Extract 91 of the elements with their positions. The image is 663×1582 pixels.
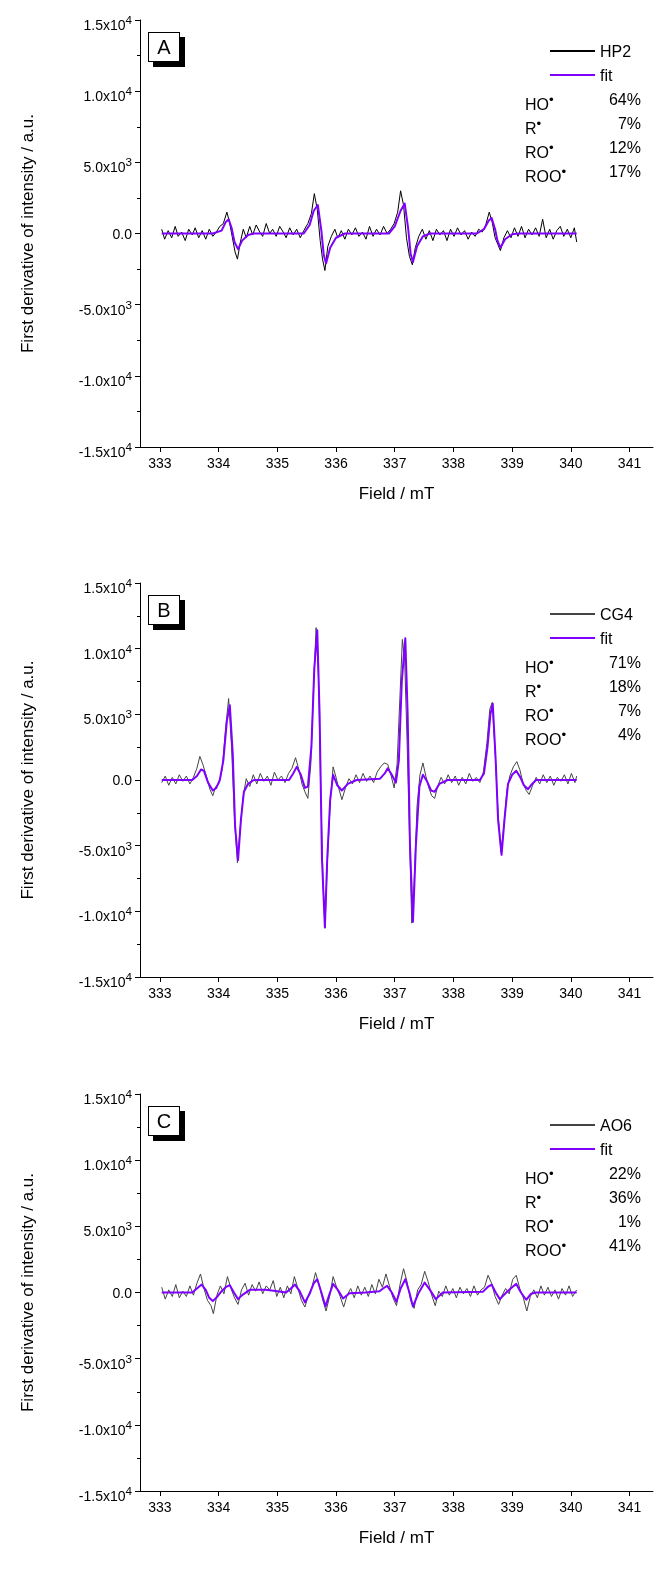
annotation: 17% — [608, 162, 641, 182]
x-tick-label: 335 — [265, 1499, 290, 1515]
y-tick-label: -1.0x10$^{4}$ — [78, 1416, 132, 1438]
y-tick-label: -1.5x10$^{4}$ — [78, 1483, 132, 1504]
x-axis-title: Field / mT — [358, 1528, 435, 1547]
y-axis-title: First derivative of intensity / a.u. — [18, 113, 37, 354]
annotation: ROO$^{•}$ — [525, 726, 567, 751]
y-tick-label: 0.0 — [112, 1283, 132, 1302]
x-tick-label: 339 — [500, 1499, 525, 1515]
line-series — [161, 190, 578, 272]
y-tick-label: 0.0 — [112, 771, 132, 789]
line-series — [160, 202, 578, 265]
annotation: 71% — [608, 653, 641, 673]
line-series — [161, 1268, 578, 1315]
y-tick-label: 5.0x10$^{3}$ — [83, 706, 132, 727]
y-tick-label: -1.0x10$^{4}$ — [78, 903, 132, 924]
y-tick-label: 1.0x10$^{4}$ — [83, 640, 132, 662]
y-axis-title: First derivative of intensity / a.u. — [18, 1172, 37, 1413]
x-tick-label: 341 — [617, 985, 642, 1001]
y-tick-label: -1.5x10$^{4}$ — [78, 439, 132, 460]
annotation: 7% — [617, 114, 641, 134]
y-tick-label: -5.0x10$^{3}$ — [78, 1350, 132, 1372]
annotation: 7% — [617, 701, 641, 721]
y-tick-label: 1.5x10$^{4}$ — [83, 575, 132, 596]
x-tick-label: 338 — [441, 985, 466, 1001]
annotation: ROO$^{•}$ — [525, 1237, 567, 1262]
annotation: A — [148, 32, 180, 62]
legend-label: HP2 — [600, 42, 632, 60]
annotation: HO$^{•}$ — [525, 1165, 554, 1190]
legend-label: CG4 — [600, 605, 633, 623]
x-tick-label: 336 — [324, 455, 348, 471]
annotation: R$^{•}$ — [525, 1189, 542, 1214]
legend-label: AO6 — [600, 1116, 633, 1134]
x-tick-label: 333 — [148, 985, 172, 1001]
annotation: 4% — [617, 725, 641, 745]
x-tick-label: 338 — [441, 455, 466, 471]
x-axis-title: Field / mT — [358, 484, 435, 503]
annotation: 1% — [617, 1212, 641, 1232]
annotation: HO$^{•}$ — [525, 91, 554, 116]
annotation: 41% — [608, 1236, 641, 1256]
legend-label: fit — [600, 1140, 613, 1158]
annotation: 12% — [608, 138, 641, 158]
annotation: RO$^{•}$ — [525, 1213, 554, 1238]
y-tick-label: -5.0x10$^{3}$ — [78, 296, 132, 318]
x-tick-label: 338 — [441, 1499, 466, 1515]
x-tick-label: 336 — [324, 1499, 348, 1515]
x-tick-label: 337 — [383, 455, 407, 471]
line-series — [160, 1278, 578, 1308]
annotation: 64% — [608, 90, 641, 110]
y-tick-label: -5.0x10$^{3}$ — [78, 837, 132, 859]
x-tick-label: 334 — [206, 455, 231, 471]
y-tick-label: -1.5x10$^{4}$ — [78, 969, 132, 990]
annotation: 36% — [608, 1188, 641, 1208]
y-tick-label: 0.0 — [112, 224, 132, 243]
y-tick-label: 1.5x10$^{4}$ — [83, 1086, 132, 1107]
x-tick-label: 339 — [500, 455, 525, 471]
y-tick-label: -1.0x10$^{4}$ — [78, 367, 132, 389]
annotation: B — [148, 595, 180, 625]
x-tick-label: 333 — [148, 1499, 172, 1515]
x-tick-label: 336 — [324, 985, 348, 1001]
x-tick-label: 337 — [383, 985, 407, 1001]
x-tick-label: 335 — [265, 455, 290, 471]
annotation: R$^{•}$ — [525, 115, 542, 140]
x-tick-label: 340 — [559, 455, 583, 471]
y-tick-label: 1.0x10$^{4}$ — [83, 1152, 132, 1173]
x-tick-label: 333 — [148, 455, 172, 471]
x-tick-label: 334 — [206, 1499, 231, 1515]
annotation: C — [148, 1106, 180, 1136]
annotation: RO$^{•}$ — [525, 702, 554, 727]
x-tick-label: 341 — [617, 1499, 642, 1515]
y-tick-label: 1.5x10$^{4}$ — [83, 12, 132, 33]
y-tick-label: 5.0x10$^{3}$ — [83, 154, 132, 175]
y-axis-title: First derivative of intensity / a.u. — [18, 660, 37, 900]
annotation: HO$^{•}$ — [525, 654, 554, 679]
y-tick-label: 1.0x10$^{4}$ — [83, 83, 132, 104]
y-tick-label: 5.0x10$^{3}$ — [83, 1218, 132, 1239]
x-tick-label: 340 — [559, 1499, 583, 1515]
x-tick-label: 339 — [500, 985, 525, 1001]
legend-label: fit — [600, 629, 613, 647]
annotation: 22% — [608, 1164, 641, 1184]
x-tick-label: 340 — [559, 985, 583, 1001]
annotation: ROO$^{•}$ — [525, 163, 567, 188]
x-axis-title: Field / mT — [358, 1014, 435, 1033]
x-tick-label: 337 — [383, 1499, 407, 1515]
x-tick-label: 335 — [265, 985, 290, 1001]
annotation: RO$^{•}$ — [525, 139, 554, 164]
x-tick-label: 341 — [617, 455, 642, 471]
x-tick-label: 334 — [206, 985, 231, 1001]
annotation: R$^{•}$ — [525, 678, 542, 703]
legend-label: fit — [600, 66, 613, 84]
annotation: 18% — [608, 677, 641, 697]
